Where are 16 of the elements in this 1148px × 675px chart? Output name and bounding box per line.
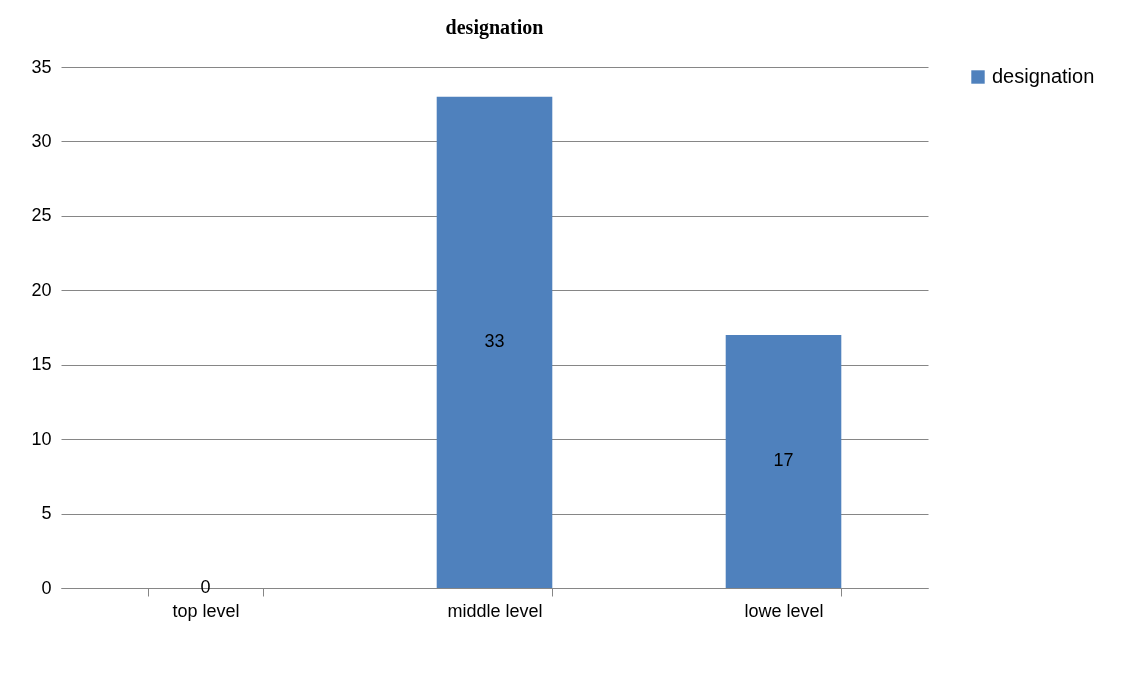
- y-tick-label: 10: [31, 428, 52, 449]
- chart-title: designation: [445, 16, 544, 39]
- legend-label: designation: [992, 65, 1095, 87]
- y-tick-label: 5: [41, 503, 52, 524]
- data-label: 33: [484, 331, 505, 352]
- y-tick-label: 15: [31, 354, 52, 375]
- y-tick-label: 35: [31, 56, 52, 77]
- x-tick-label: top level: [172, 600, 240, 621]
- data-label: 17: [773, 450, 794, 471]
- data-label: 0: [200, 577, 211, 597]
- y-tick-label: 30: [31, 130, 52, 151]
- y-tick-label: 20: [31, 279, 52, 300]
- x-tick-label: middle level: [447, 600, 543, 621]
- y-tick-label: 0: [41, 577, 52, 598]
- y-tick-label: 25: [31, 205, 52, 226]
- x-tick-label: lowe level: [744, 600, 824, 621]
